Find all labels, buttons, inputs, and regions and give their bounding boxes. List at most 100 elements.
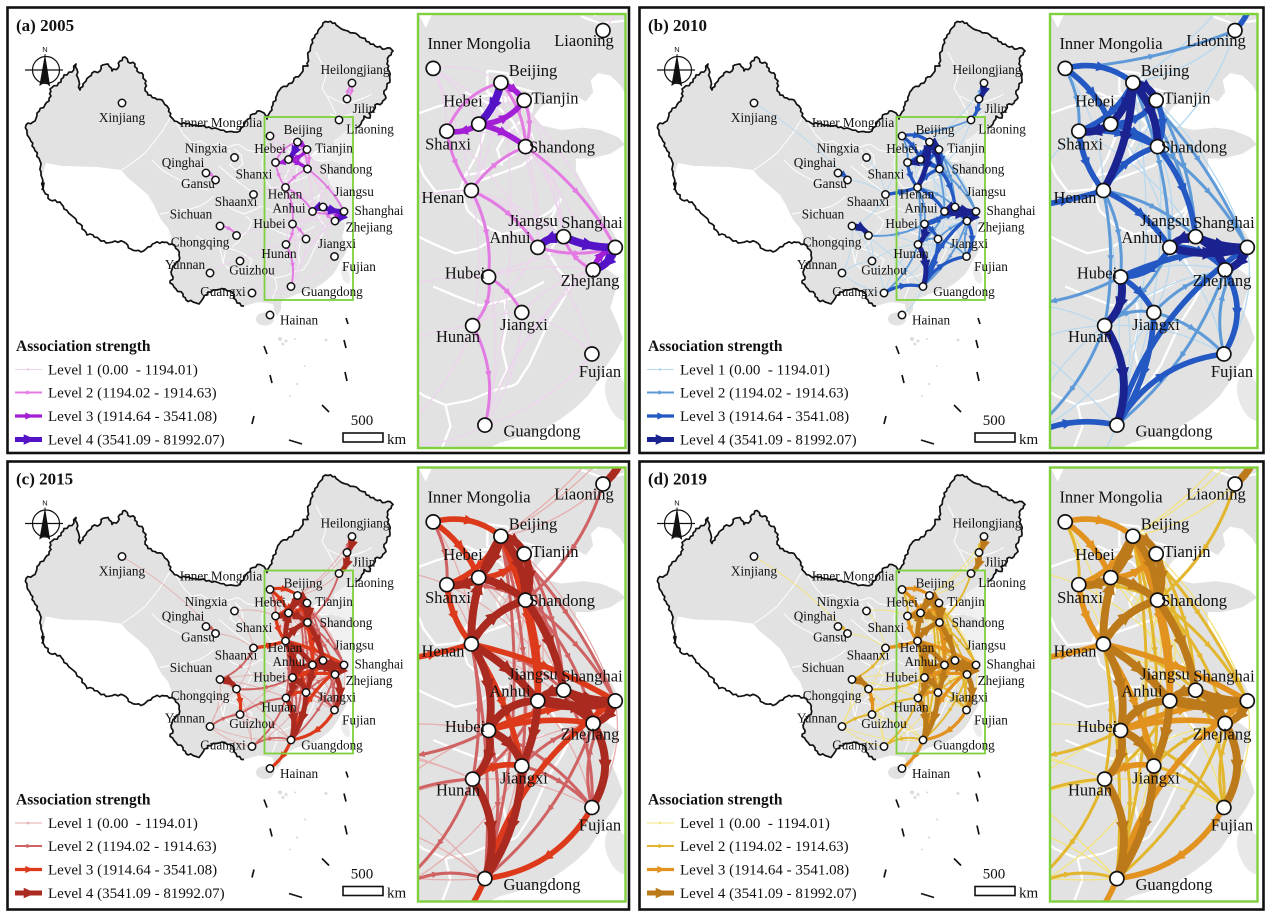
svg-text:500: 500 — [983, 867, 1006, 883]
svg-text:Level 2 (1194.02 - 1914.63): Level 2 (1194.02 - 1914.63) — [680, 386, 849, 402]
svg-text:Fujian: Fujian — [974, 713, 1008, 728]
svg-text:Jilin: Jilin — [353, 101, 376, 116]
svg-text:Association strength: Association strength — [648, 338, 783, 355]
svg-text:Level 1 (0.00 - 1194.01): Level 1 (0.00 - 1194.01) — [680, 816, 830, 832]
svg-text:Guangxi: Guangxi — [832, 738, 878, 753]
svg-text:Ningxia: Ningxia — [817, 141, 860, 156]
svg-text:Guizhou: Guizhou — [229, 716, 275, 731]
svg-text:Liaoning: Liaoning — [346, 575, 394, 590]
svg-text:Henan: Henan — [900, 640, 935, 655]
svg-text:Hubei: Hubei — [885, 216, 918, 231]
svg-text:Inner Mongolia: Inner Mongolia — [180, 115, 263, 130]
svg-text:Zhejiang: Zhejiang — [1193, 725, 1252, 744]
svg-text:Shandong: Shandong — [320, 615, 373, 630]
svg-text:Shanghai: Shanghai — [1193, 213, 1255, 232]
svg-text:Hunan: Hunan — [436, 327, 480, 346]
svg-text:Sichuan: Sichuan — [802, 660, 845, 675]
svg-text:Ningxia: Ningxia — [185, 594, 228, 609]
svg-text:Level 3 (1914.64 - 3541.08): Level 3 (1914.64 - 3541.08) — [48, 863, 217, 879]
svg-text:Jiangxi: Jiangxi — [500, 769, 548, 788]
svg-text:Hebei: Hebei — [443, 545, 483, 564]
svg-text:Zhejiang: Zhejiang — [346, 220, 393, 235]
svg-text:Hainan: Hainan — [912, 313, 950, 328]
svg-text:Guizhou: Guizhou — [229, 263, 275, 278]
svg-text:Xinjiang: Xinjiang — [731, 110, 778, 125]
svg-text:Shandong: Shandong — [529, 138, 595, 157]
svg-text:Jiangsu: Jiangsu — [334, 184, 374, 199]
svg-text:Jiangsu: Jiangsu — [508, 211, 558, 230]
svg-text:(c) 2015: (c) 2015 — [16, 470, 73, 489]
svg-text:Jiangxi: Jiangxi — [950, 236, 988, 251]
svg-text:500: 500 — [351, 867, 374, 883]
svg-text:Shanghai: Shanghai — [986, 203, 1035, 218]
svg-text:Hainan: Hainan — [280, 766, 318, 781]
svg-text:Ningxia: Ningxia — [817, 594, 860, 609]
svg-text:Hunan: Hunan — [1068, 781, 1112, 800]
svg-text:Jilin: Jilin — [985, 555, 1008, 570]
svg-text:Liaoning: Liaoning — [554, 31, 614, 50]
svg-text:Level 4 (3541.09 - 81992.07): Level 4 (3541.09 - 81992.07) — [680, 886, 857, 902]
svg-text:Anhui: Anhui — [273, 201, 306, 216]
svg-text:Hubei: Hubei — [253, 670, 286, 685]
svg-text:Level 3 (1914.64 - 3541.08): Level 3 (1914.64 - 3541.08) — [48, 409, 217, 425]
svg-text:Yunnan: Yunnan — [797, 711, 838, 726]
svg-text:Jiangsu: Jiangsu — [1140, 665, 1190, 684]
svg-text:Jiangxi: Jiangxi — [318, 690, 356, 705]
svg-text:Chongqing: Chongqing — [803, 688, 862, 703]
svg-text:Hunan: Hunan — [1068, 327, 1112, 346]
svg-text:Anhui: Anhui — [905, 201, 938, 216]
svg-text:Jiangxi: Jiangxi — [950, 690, 988, 705]
svg-text:N: N — [42, 45, 47, 54]
svg-text:Level 1 (0.00 - 1194.01): Level 1 (0.00 - 1194.01) — [680, 363, 830, 379]
svg-text:(b) 2010: (b) 2010 — [648, 16, 707, 35]
svg-text:Ningxia: Ningxia — [185, 141, 228, 156]
svg-text:Guangdong: Guangdong — [933, 284, 995, 299]
svg-text:Association strength: Association strength — [16, 792, 151, 809]
svg-text:Beijing: Beijing — [1141, 61, 1190, 80]
svg-text:Jiangsu: Jiangsu — [966, 638, 1006, 653]
svg-text:Liaoning: Liaoning — [554, 485, 614, 504]
svg-text:Heilongjiang: Heilongjiang — [953, 516, 1022, 531]
svg-text:Fujian: Fujian — [579, 362, 621, 381]
svg-text:Jiangxi: Jiangxi — [1132, 769, 1180, 788]
svg-text:Shaanxi: Shaanxi — [847, 648, 890, 663]
svg-text:Inner Mongolia: Inner Mongolia — [1059, 488, 1163, 507]
svg-text:Anhui: Anhui — [1121, 228, 1163, 247]
svg-text:Level 2 (1194.02 - 1914.63): Level 2 (1194.02 - 1914.63) — [48, 386, 217, 402]
svg-text:Hebei: Hebei — [886, 595, 918, 610]
svg-text:Shandong: Shandong — [529, 591, 595, 610]
svg-text:Henan: Henan — [268, 640, 303, 655]
svg-text:Xinjiang: Xinjiang — [99, 564, 146, 579]
svg-text:Guangdong: Guangdong — [1136, 875, 1213, 894]
svg-text:Gansu: Gansu — [813, 176, 847, 191]
svg-text:Inner Mongolia: Inner Mongolia — [180, 569, 263, 584]
svg-text:Qinghai: Qinghai — [162, 609, 205, 624]
svg-text:Henan: Henan — [1053, 188, 1096, 207]
svg-text:Beijing: Beijing — [509, 61, 558, 80]
svg-text:Zhejiang: Zhejiang — [346, 673, 393, 688]
svg-text:Hebei: Hebei — [254, 595, 286, 610]
svg-text:Level 1 (0.00 - 1194.01): Level 1 (0.00 - 1194.01) — [48, 363, 198, 379]
svg-text:Level 4 (3541.09 - 81992.07): Level 4 (3541.09 - 81992.07) — [48, 433, 225, 449]
svg-text:Shanghai: Shanghai — [354, 203, 403, 218]
svg-text:Guizhou: Guizhou — [861, 263, 907, 278]
svg-text:Shandong: Shandong — [952, 615, 1005, 630]
svg-text:Zhejiang: Zhejiang — [978, 220, 1025, 235]
svg-text:km: km — [1019, 886, 1039, 902]
svg-text:Shanghai: Shanghai — [354, 657, 403, 672]
svg-text:Qinghai: Qinghai — [794, 609, 837, 624]
svg-text:Fujian: Fujian — [1211, 362, 1253, 381]
svg-text:Tianjin: Tianjin — [947, 141, 985, 156]
svg-text:Zhejiang: Zhejiang — [561, 271, 620, 290]
svg-text:N: N — [674, 45, 679, 54]
svg-text:Shaanxi: Shaanxi — [215, 648, 258, 663]
svg-text:Hainan: Hainan — [912, 766, 950, 781]
svg-text:Liaoning: Liaoning — [346, 122, 394, 137]
svg-text:Beijing: Beijing — [509, 515, 558, 534]
svg-text:Guangdong: Guangdong — [1136, 422, 1213, 441]
svg-text:km: km — [387, 886, 407, 902]
svg-text:Jilin: Jilin — [353, 555, 376, 570]
svg-text:Jiangsu: Jiangsu — [1140, 211, 1190, 230]
svg-text:Anhui: Anhui — [273, 654, 306, 669]
svg-text:Hebei: Hebei — [254, 141, 286, 156]
